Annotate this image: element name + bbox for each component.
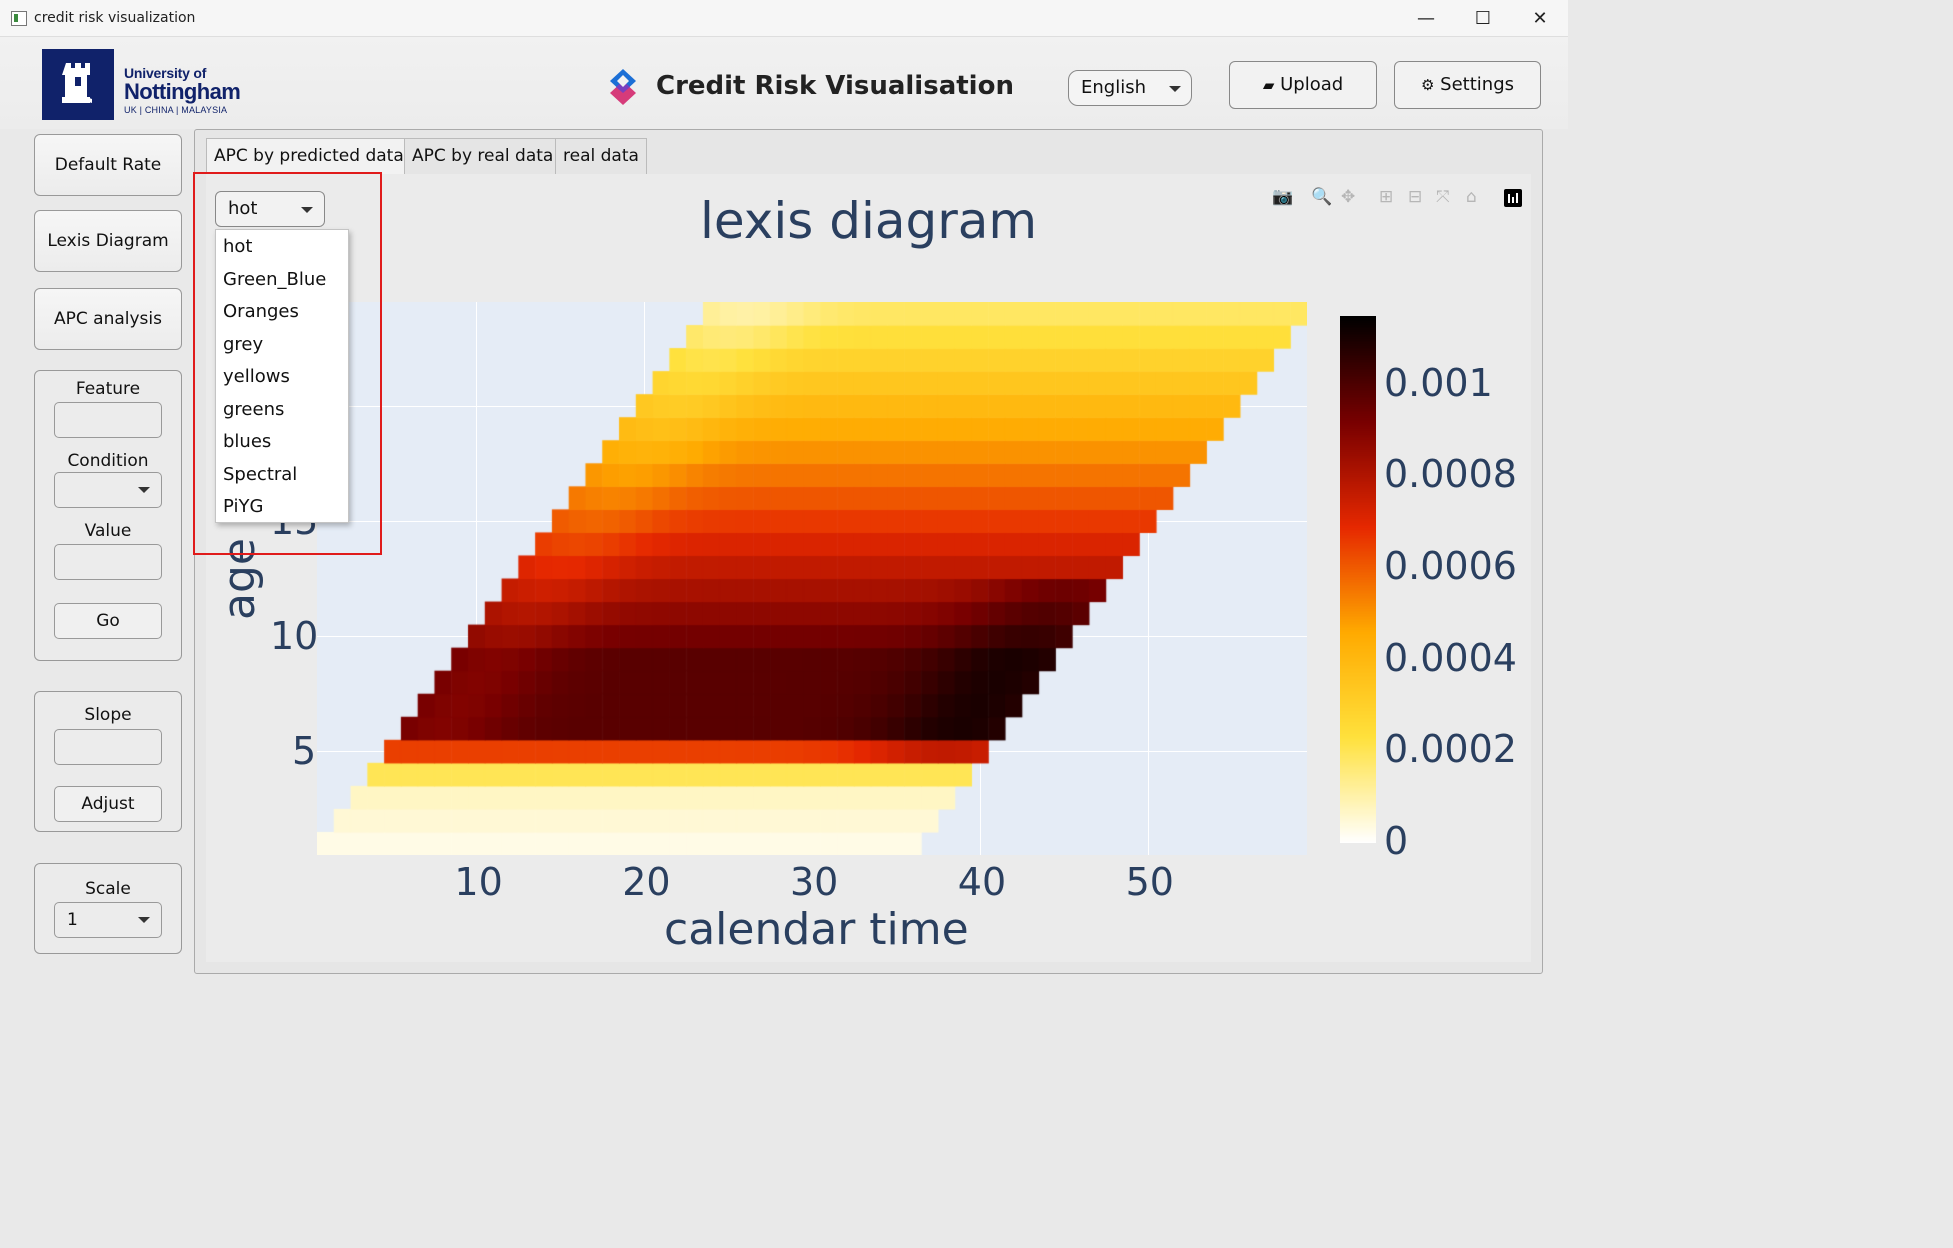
value-label: Value [84,521,132,541]
feature-input[interactable] [54,402,162,438]
go-button[interactable]: Go [54,603,162,639]
window-titlebar: credit risk visualization — ☐ ✕ [0,0,1568,37]
filter-group: Feature Condition Value Go [34,370,182,661]
close-button[interactable]: ✕ [1532,8,1548,29]
tab-apc-real[interactable]: APC by real data [404,138,562,174]
colormap-option[interactable]: yellows [223,366,290,387]
scale-select[interactable]: 1 [54,902,162,938]
colormap-option[interactable]: Oranges [223,301,299,322]
colorbar-tick-label: 0.0006 [1384,544,1517,589]
zoom-out-icon[interactable]: ⊟ [1408,187,1423,207]
reset-axes-icon[interactable]: ⌂ [1466,187,1477,207]
x-tick-label: 50 [1125,860,1174,904]
settings-label: Settings [1440,74,1514,95]
colormap-option[interactable]: blues [223,431,272,452]
settings-button[interactable]: ⚙ Settings [1394,61,1541,109]
maximize-button[interactable]: ☐ [1474,8,1492,29]
colorbar [1340,316,1376,843]
app-title: Credit Risk Visualisation [656,71,1014,101]
colormap-value: hot [228,198,258,219]
condition-label: Condition [67,451,149,471]
window-title: credit risk visualization [34,10,196,26]
colorbar-tick-label: 0.001 [1384,360,1493,405]
heatmap-cells[interactable] [317,302,1307,855]
y-tick-label: 10 [270,614,319,659]
condition-select[interactable] [54,472,162,508]
university-line-1: University of [124,65,207,81]
colormap-option[interactable]: Spectral [223,463,298,485]
colorbar-tick-label: 0 [1384,819,1409,863]
x-tick-label: 30 [790,860,839,904]
y-axis-title: age [214,538,265,620]
chart-title: lexis diagram [700,192,1038,250]
slope-label: Slope [84,705,132,725]
colormap-option[interactable]: grey [223,333,264,355]
zoom-icon[interactable]: 🔍 [1311,187,1333,207]
slope-group: Slope Adjust [34,691,182,832]
x-tick-label: 10 [454,860,503,904]
autoscale-icon[interactable]: ⤧ [1436,187,1450,207]
colormap-option[interactable]: hot [223,236,253,257]
value-input[interactable] [54,544,162,580]
apc-analysis-button[interactable]: APC analysis [34,288,182,350]
adjust-button[interactable]: Adjust [54,786,162,822]
language-select[interactable]: English [1068,70,1192,106]
scale-label: Scale [85,879,131,899]
upload-label: Upload [1280,74,1344,95]
university-line-2: Nottingham [124,79,241,104]
chevron-down-icon [138,917,150,923]
camera-icon[interactable]: 📷 [1272,187,1294,207]
sidebar: Default Rate Lexis Diagram APC analysis … [26,129,190,973]
lexis-diagram-button[interactable]: Lexis Diagram [34,210,182,272]
zoom-in-icon[interactable]: ⊞ [1379,187,1394,207]
chevron-down-icon [138,487,150,493]
app-window-icon [11,11,27,26]
x-axis-title: calendar time [664,904,969,955]
language-value: English [1081,77,1146,98]
app-header: University of Nottingham UK | CHINA | MA… [0,37,1568,129]
folder-icon: ▰ [1262,76,1275,94]
colorbar-tick-label: 0.0008 [1384,452,1517,497]
chevron-down-icon [1169,86,1181,92]
gear-icon: ⚙ [1420,76,1435,94]
colormap-select[interactable]: hot [215,191,325,227]
app-logo-icon [610,69,636,105]
colormap-option[interactable]: PiYG [223,496,264,517]
chevron-down-icon [301,207,313,213]
colormap-option[interactable]: Green_Blue [223,268,327,290]
x-tick-label: 20 [622,860,671,904]
pan-icon[interactable]: ✥ [1341,187,1356,207]
scale-group: Scale 1 [34,863,182,954]
plotly-logo-icon[interactable] [1504,189,1522,207]
colormap-option[interactable]: greens [223,398,285,420]
y-tick-label: 5 [292,729,317,774]
colorbar-tick-label: 0.0004 [1384,635,1517,680]
university-wordmark: University of Nottingham UK | CHINA | MA… [124,65,241,115]
upload-button[interactable]: ▰ Upload [1229,61,1377,109]
slope-input[interactable] [54,729,162,765]
university-line-3: UK | CHINA | MALAYSIA [124,105,228,115]
tab-real-data[interactable]: real data [555,138,647,174]
x-tick-label: 40 [957,860,1007,904]
tab-apc-predicted[interactable]: APC by predicted data [206,138,412,174]
default-rate-button[interactable]: Default Rate [34,134,182,196]
feature-label: Feature [75,379,141,399]
minimize-button[interactable]: — [1417,8,1435,29]
scale-value: 1 [67,910,78,930]
colormap-dropdown-list: hot Green_Blue Oranges grey yellows greens blu… [215,229,349,523]
colorbar-tick-label: 0.0002 [1384,727,1517,772]
university-crest-icon [42,49,114,120]
